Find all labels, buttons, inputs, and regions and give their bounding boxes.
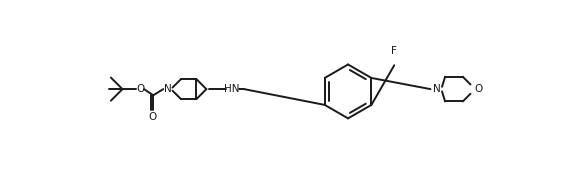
Text: HN: HN xyxy=(224,84,240,94)
Text: O: O xyxy=(148,112,156,122)
Text: O: O xyxy=(474,84,483,94)
Text: F: F xyxy=(391,46,397,56)
Text: N: N xyxy=(164,84,172,94)
Text: O: O xyxy=(136,84,144,94)
Text: N: N xyxy=(432,84,441,94)
